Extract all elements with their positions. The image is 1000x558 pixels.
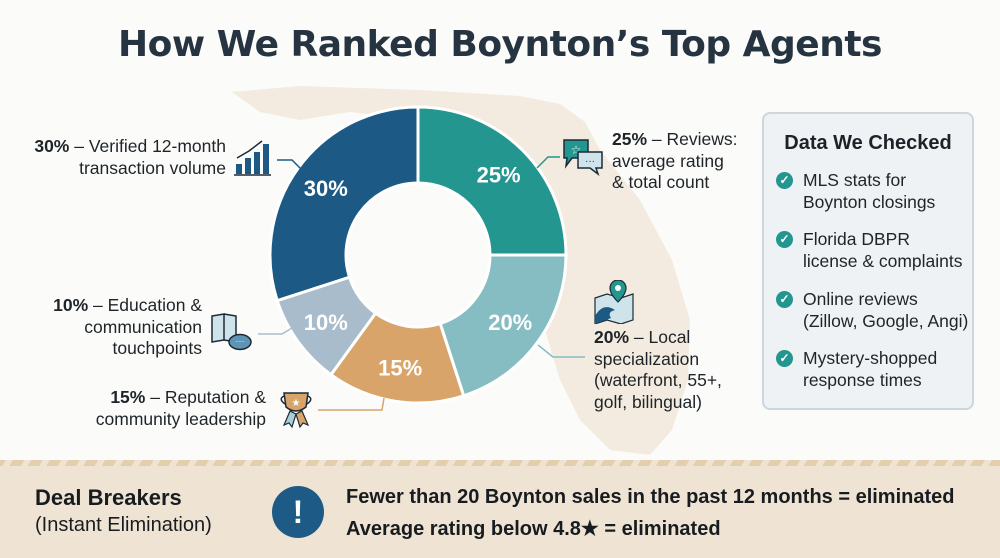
- checklist-text: (Zillow, Google, Angi): [803, 310, 969, 331]
- slice-label: 25%: [477, 162, 521, 187]
- checklist-text: Mystery-shopped: [803, 348, 938, 368]
- callout-pct: 20%: [594, 327, 630, 347]
- book-chat-icon: ···: [211, 313, 252, 351]
- callout-text: – Education &: [88, 295, 202, 315]
- svg-text:★: ★: [292, 398, 301, 409]
- leader-line-reputation: [318, 397, 385, 411]
- data-checked-heading: Data We Checked: [784, 132, 952, 154]
- checklist-text: MLS stats for: [803, 170, 907, 190]
- donut-slice: [275, 275, 378, 377]
- donut-slice: [268, 105, 420, 303]
- callout-reviews: 25% – Reviews: average rating & total co…: [612, 129, 737, 194]
- checklist-item: ✓ Online reviews (Zillow, Google, Angi): [776, 289, 968, 332]
- callout-text: – Verified 12-month: [69, 136, 226, 156]
- callout-text: community leadership: [95, 408, 266, 429]
- check-circle-icon: ✓: [776, 172, 793, 189]
- deal-breakers-title: Deal Breakers: [35, 485, 182, 510]
- callout-text: – Reviews:: [647, 129, 738, 149]
- checklist-item: ✓ MLS stats for Boynton closings: [776, 170, 935, 213]
- callout-text: communication: [84, 316, 202, 337]
- callout-volume: 30% – Verified 12-month transaction volu…: [34, 136, 226, 179]
- callout-education: 10% – Education & communication touchpoi…: [53, 295, 202, 360]
- callout-text: & total count: [612, 172, 710, 192]
- callout-text: touchpoints: [112, 338, 202, 358]
- exclamation-alert-icon: !: [272, 486, 324, 538]
- trophy-ribbon-icon: ★: [280, 392, 312, 429]
- deal-breakers-band: [0, 460, 1000, 558]
- bar-chart-growth-icon: [234, 140, 271, 176]
- donut-slice: [328, 311, 466, 405]
- donut-slice: [416, 105, 568, 257]
- checklist-text: Boynton closings: [803, 191, 936, 212]
- donut-slice: [438, 253, 568, 398]
- deal-breaker-rule: Fewer than 20 Boynton sales in the past …: [346, 486, 955, 508]
- callout-pct: 25%: [612, 129, 648, 149]
- slice-label: 20%: [488, 310, 532, 335]
- checklist-item: ✓ Mystery-shopped response times: [776, 348, 937, 391]
- callout-text: (waterfront, 55+,: [594, 370, 722, 390]
- slice-label: 10%: [304, 310, 348, 335]
- check-circle-icon: ✓: [776, 291, 793, 308]
- callout-reputation: 15% – Reputation & community leadership: [96, 387, 266, 430]
- leader-line-local: [537, 344, 585, 358]
- callout-local: 20% – Local specialization (waterfront, …: [594, 327, 722, 413]
- svg-text:···: ···: [236, 336, 245, 346]
- checklist-text: Florida DBPR: [803, 229, 910, 249]
- leader-line-volume: [277, 159, 303, 171]
- checklist-text: license & complaints: [803, 250, 963, 271]
- slice-label: 15%: [378, 356, 422, 381]
- leader-line-education: [258, 327, 293, 335]
- callout-text: golf, bilingual): [594, 391, 702, 412]
- florida-map-background: [232, 86, 690, 455]
- svg-text:···: ···: [585, 156, 595, 167]
- callout-pct: 10%: [53, 295, 89, 315]
- page-title: How We Ranked Boynton’s Top Agents: [118, 24, 882, 65]
- review-chat-star-icon: ☆ ···: [563, 139, 603, 176]
- svg-text:☆: ☆: [571, 143, 582, 157]
- checklist-text: response times: [803, 369, 922, 390]
- leader-line-reviews: [536, 156, 560, 169]
- check-circle-icon: ✓: [776, 350, 793, 367]
- callout-text: – Local: [629, 327, 691, 347]
- deal-breakers-subtitle: (Instant Elimination): [35, 514, 212, 536]
- map-pin-wave-icon: [594, 280, 634, 324]
- callout-text: – Reputation &: [145, 387, 266, 407]
- donut-chart: 25% 20% 15% 10% 30%: [258, 105, 585, 411]
- slice-label: 30%: [304, 176, 348, 201]
- dashed-divider: [0, 460, 1000, 466]
- data-checked-panel: Data We Checked ✓ MLS stats for Boynton cl…: [762, 112, 974, 410]
- callout-pct: 15%: [110, 387, 146, 407]
- callout-text: average rating: [612, 150, 724, 171]
- deal-breaker-rule: Average rating below 4.8★ = eliminated: [346, 518, 721, 540]
- callout-text: specialization: [594, 348, 700, 369]
- checklist-item: ✓ Florida DBPR license & complaints: [776, 229, 963, 272]
- callout-pct: 30%: [34, 136, 70, 156]
- callout-text: transaction volume: [79, 157, 226, 178]
- check-circle-icon: ✓: [776, 231, 793, 248]
- checklist-text: Online reviews: [803, 289, 918, 309]
